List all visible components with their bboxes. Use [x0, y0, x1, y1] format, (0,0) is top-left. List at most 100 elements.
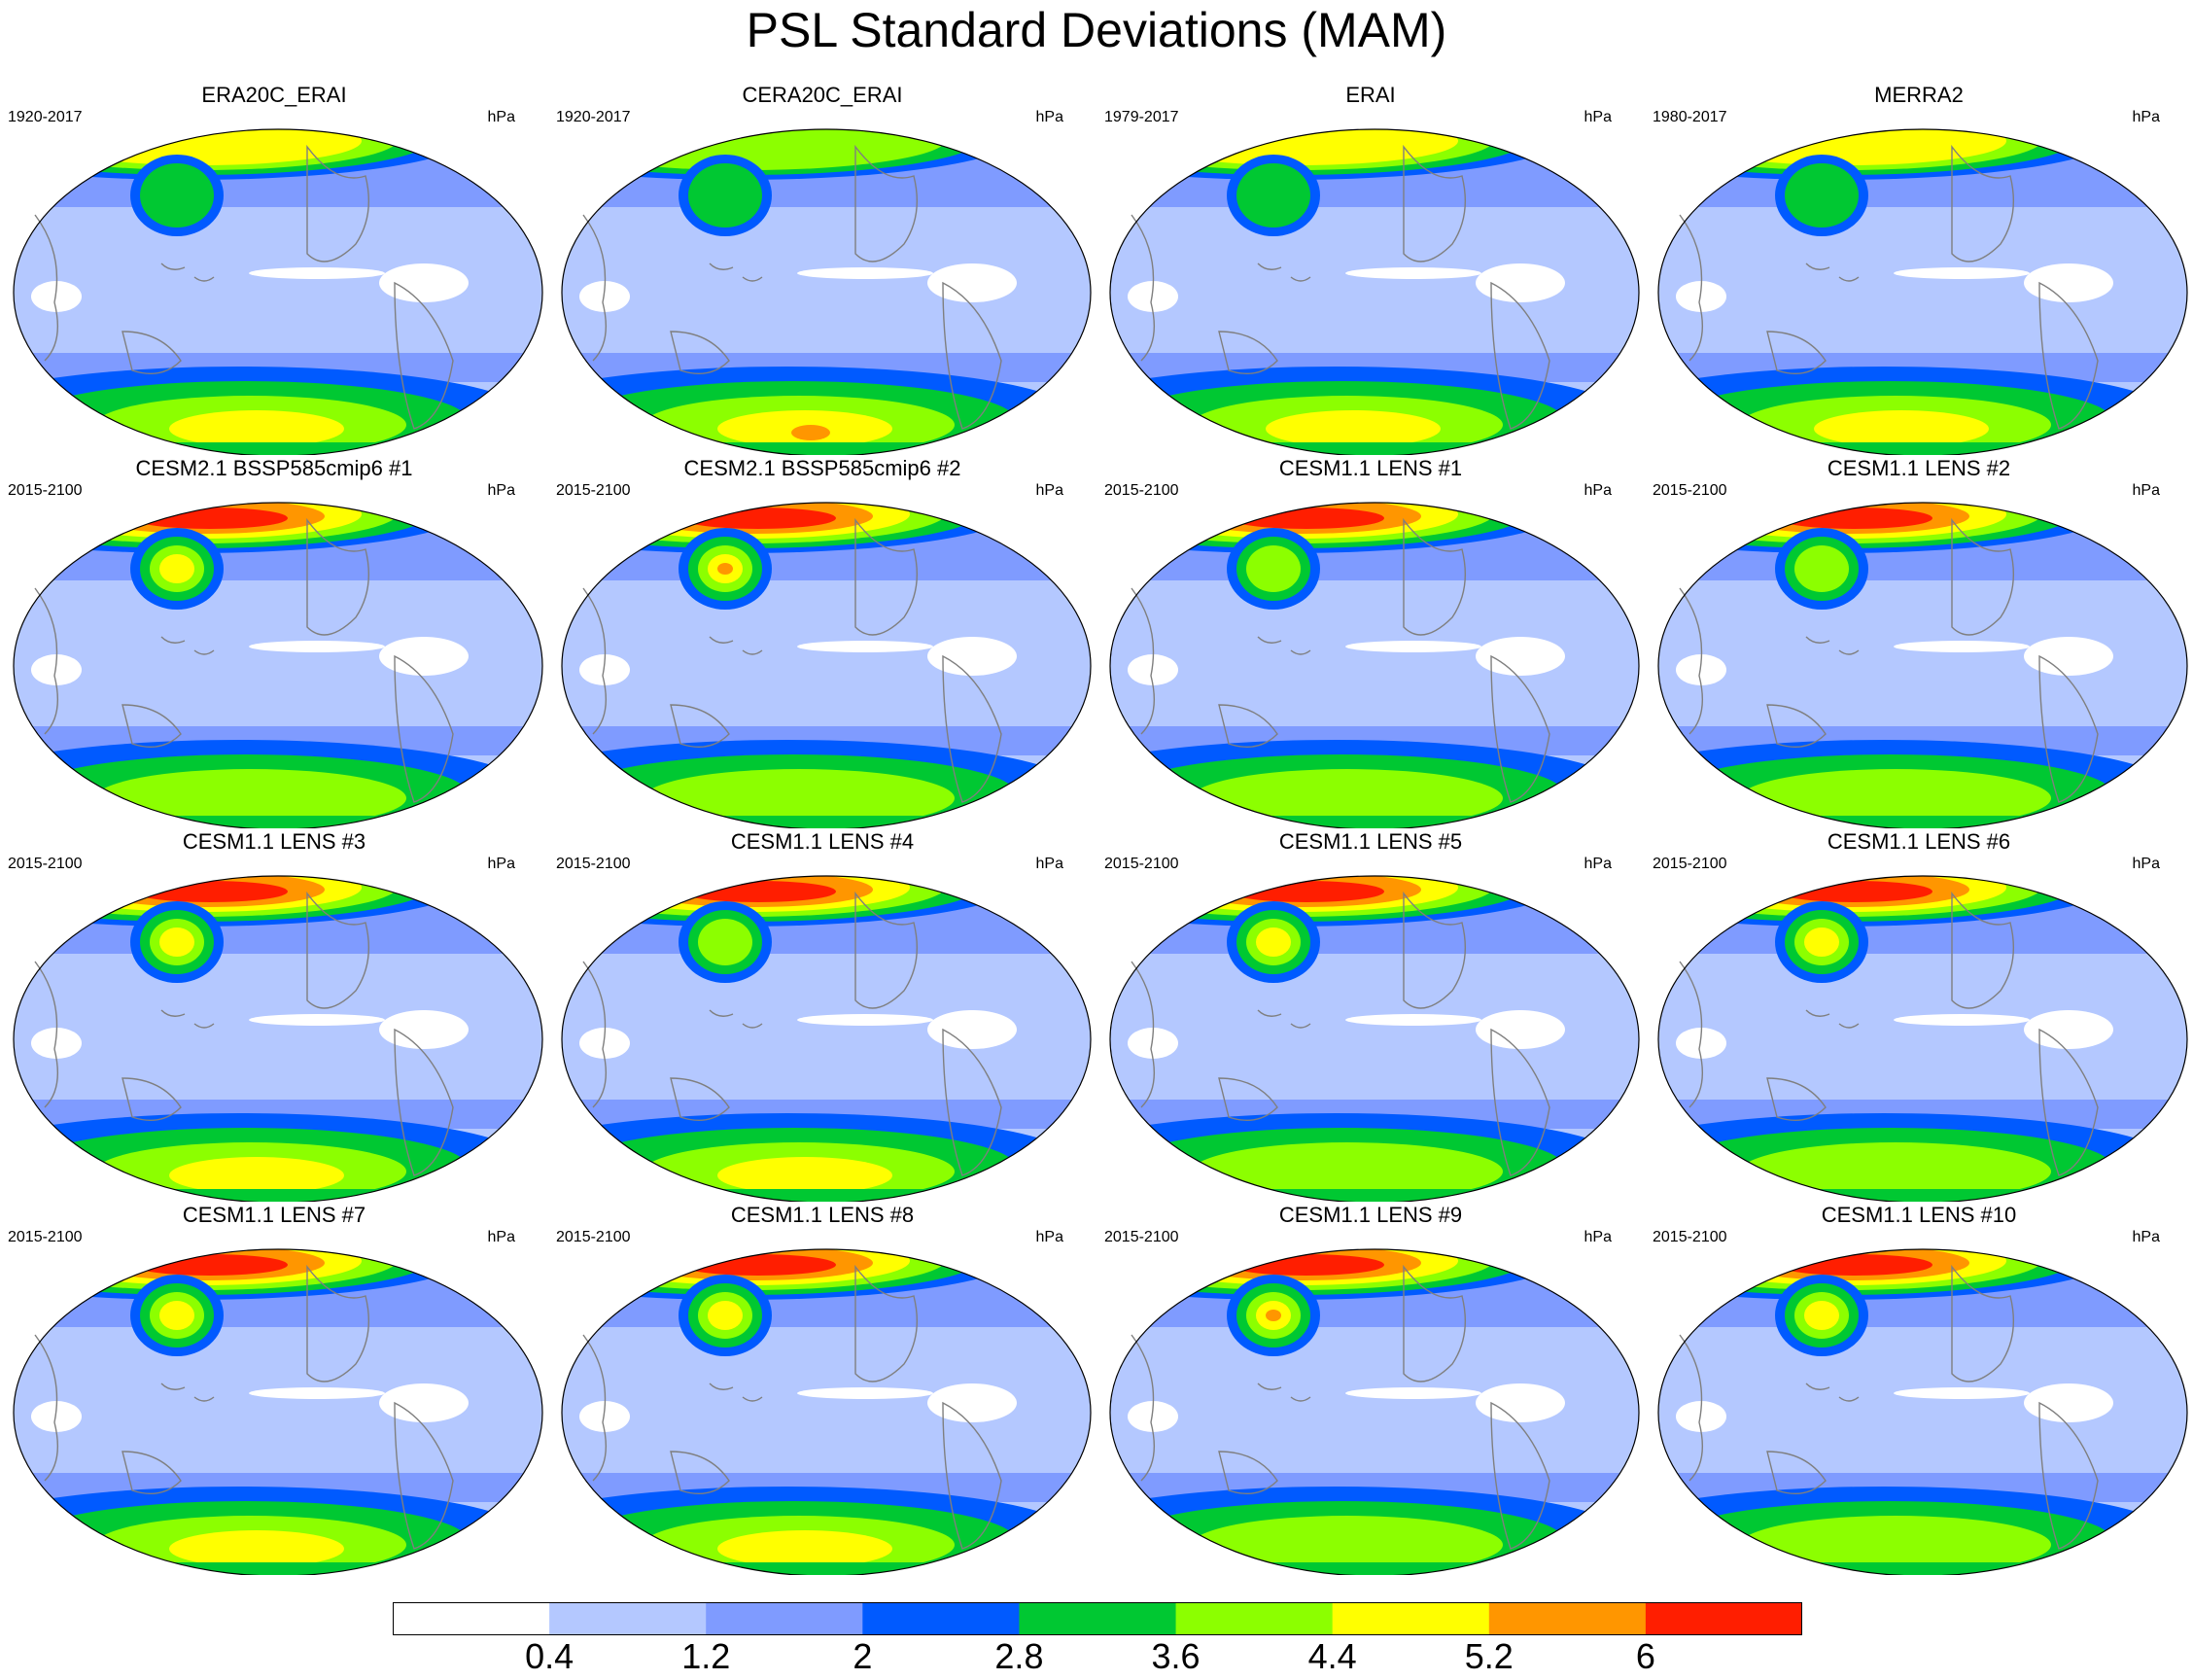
field-contour — [169, 1530, 344, 1567]
field-contour — [140, 163, 214, 228]
field-contour — [31, 281, 82, 312]
panel-title: CESM1.1 LENS #10 — [1821, 1203, 2017, 1227]
coastline — [942, 654, 1002, 803]
panel-units: hPa — [2132, 856, 2160, 872]
field-contour — [379, 1383, 469, 1422]
map-plot — [13, 1248, 543, 1575]
field-contour — [562, 816, 1091, 828]
coastline — [709, 1009, 763, 1029]
field-contour — [169, 1157, 344, 1194]
coastline — [1218, 331, 1278, 374]
panel-units: hPa — [2132, 109, 2160, 125]
coastline — [1805, 262, 1860, 282]
field-contour — [1740, 769, 2051, 827]
coastline — [1131, 1334, 1156, 1482]
coastline — [1257, 636, 1311, 655]
panel-years: 2015-2100 — [1104, 1229, 1179, 1245]
field-contour — [797, 1014, 933, 1026]
panel-title: CESM1.1 LENS #9 — [1278, 1203, 1463, 1227]
field-contour — [379, 263, 469, 302]
coastline — [2038, 1401, 2099, 1550]
field-contour — [1804, 1301, 1839, 1330]
field-contour — [1345, 1387, 1481, 1399]
map-panel: CESM2.1 BSSP585cmip6 #1 2015-2100 hPa — [0, 455, 548, 828]
field-contour — [1476, 637, 1565, 676]
colorbar — [393, 1602, 1802, 1635]
field-contour — [797, 267, 933, 279]
coastline — [582, 214, 608, 362]
field-contour — [1777, 1254, 1932, 1276]
panel-title: CESM1.1 LENS #8 — [730, 1203, 915, 1227]
coastline — [122, 704, 182, 748]
field-contour — [562, 1189, 1091, 1202]
field-contour — [1192, 769, 1503, 827]
field-contour — [1266, 410, 1441, 447]
field-contour — [1139, 129, 1458, 165]
field-contour — [680, 508, 836, 529]
field-contour — [1740, 1142, 2051, 1201]
map-border — [13, 1248, 543, 1575]
coastline — [2038, 281, 2099, 430]
colorbar-label: 2 — [853, 1636, 873, 1676]
coastline — [306, 891, 370, 1009]
coastline — [1679, 214, 1704, 362]
map-border — [561, 502, 1092, 828]
field-contour — [579, 1401, 630, 1432]
colorbar-swatch — [1488, 1602, 1647, 1635]
map-border — [1109, 128, 1640, 455]
panel-units: hPa — [487, 856, 515, 872]
map-panel: CESM1.1 LENS #6 2015-2100 hPa — [1645, 828, 2193, 1202]
coastline — [1766, 704, 1827, 748]
map-border — [13, 128, 543, 455]
field-contour — [717, 1157, 892, 1194]
map-panel: CESM1.1 LENS #1 2015-2100 hPa — [1096, 455, 1645, 828]
field-contour — [1785, 163, 1859, 228]
colorbar-label: 2.8 — [994, 1636, 1044, 1676]
coastline — [582, 587, 608, 735]
coastline — [1766, 1077, 1827, 1121]
colorbar-swatch — [549, 1602, 707, 1635]
map-border — [1657, 875, 2188, 1202]
panel-title: CESM1.1 LENS #5 — [1278, 829, 1463, 854]
field-contour — [1246, 545, 1301, 592]
figure-title: PSL Standard Deviations (MAM) — [746, 3, 1447, 57]
map-panel: CERA20C_ERAI 1920-2017 hPa — [548, 82, 1096, 455]
map-plot — [1657, 502, 2188, 828]
field-contour — [159, 928, 194, 957]
colorbar-labels: 0.4 1.2 2 2.8 3.6 4.4 5.2 6 — [0, 1637, 2193, 1680]
coastline — [1766, 331, 1827, 374]
coastline — [1805, 636, 1860, 655]
coastline — [1679, 1334, 1704, 1482]
field-contour — [708, 1301, 743, 1330]
panel-units: hPa — [2132, 1229, 2160, 1245]
field-contour — [688, 163, 762, 228]
coastline — [160, 262, 215, 282]
coastline — [34, 961, 59, 1108]
field-contour — [1777, 508, 1932, 529]
field-contour — [1794, 545, 1849, 592]
field-contour — [680, 881, 836, 902]
coastline — [122, 1077, 182, 1121]
map-panel: ERA20C_ERAI 1920-2017 hPa — [0, 82, 548, 455]
coastline — [854, 1264, 919, 1382]
field-contour — [1345, 1014, 1481, 1026]
field-contour — [927, 637, 1017, 676]
map-border — [561, 128, 1092, 455]
coastline — [1131, 961, 1156, 1108]
map-border — [1657, 128, 2188, 455]
map-plot — [1109, 502, 1640, 828]
field-contour — [159, 1301, 194, 1330]
map-plot — [1109, 128, 1640, 455]
coastline — [1403, 517, 1467, 636]
field-contour — [379, 1010, 469, 1049]
field-contour — [1229, 508, 1384, 529]
field-contour — [1236, 163, 1310, 228]
coastline — [1490, 654, 1550, 803]
field-contour — [1229, 1254, 1384, 1276]
field-contour — [1777, 881, 1932, 902]
panel-title: CESM1.1 LENS #6 — [1827, 829, 2011, 854]
field-contour — [249, 1387, 385, 1399]
field-contour — [1658, 1562, 2187, 1575]
map-plot — [561, 1248, 1092, 1575]
